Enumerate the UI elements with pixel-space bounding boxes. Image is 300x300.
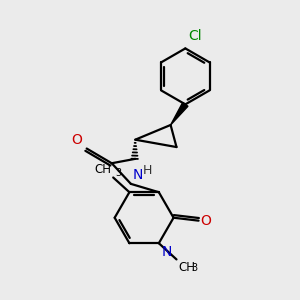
Polygon shape <box>171 103 188 125</box>
Text: 3: 3 <box>115 167 121 178</box>
Text: O: O <box>200 214 211 228</box>
Text: H: H <box>143 164 153 177</box>
Text: Cl: Cl <box>188 29 202 43</box>
Text: N: N <box>161 245 172 259</box>
Text: N: N <box>132 168 143 182</box>
Text: CH: CH <box>178 261 195 274</box>
Text: CH: CH <box>95 163 112 176</box>
Text: 3: 3 <box>192 263 198 273</box>
Text: O: O <box>71 133 82 147</box>
